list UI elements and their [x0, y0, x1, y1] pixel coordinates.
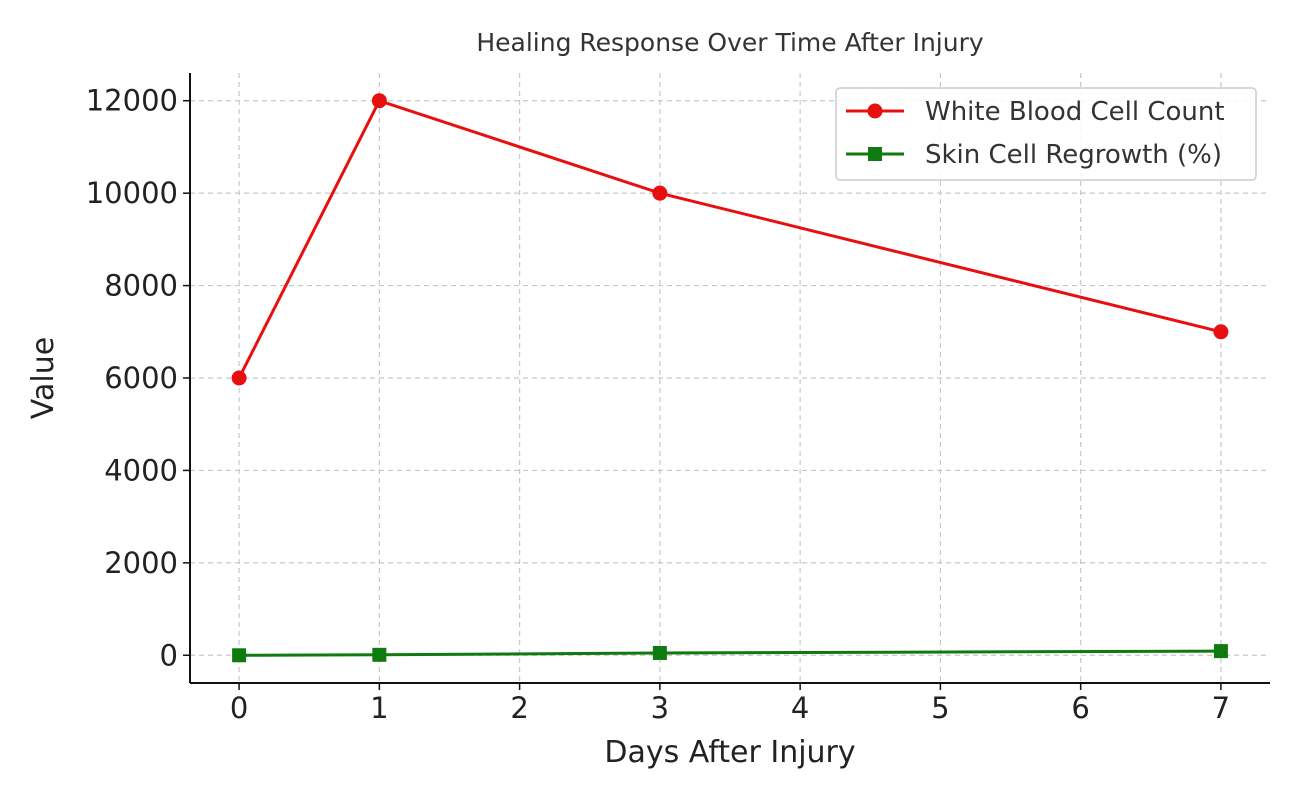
x-tick-label: 3 — [651, 691, 669, 725]
series-1 — [232, 644, 1228, 663]
x-tick-label: 1 — [370, 691, 388, 725]
data-point — [652, 645, 667, 660]
x-tick-label: 4 — [791, 691, 809, 725]
y-tick-label: 4000 — [104, 453, 178, 487]
data-point — [371, 93, 387, 109]
y-axis-title: Value — [26, 337, 61, 419]
legend-label: White Blood Cell Count — [925, 97, 1225, 127]
data-point — [1213, 644, 1228, 659]
data-point — [232, 648, 247, 663]
x-axis-title: Days After Injury — [604, 735, 855, 770]
legend-items: White Blood Cell Count Skin Cell Regrowth… — [846, 97, 1225, 170]
legend-item: White Blood Cell Count — [846, 97, 1225, 127]
y-tick-label: 0 — [160, 638, 178, 672]
data-point — [652, 185, 668, 201]
series-line — [237, 99, 1223, 380]
legend-swatch-marker — [868, 147, 882, 161]
legend-box — [835, 87, 1257, 181]
x-tick-label: 2 — [510, 691, 528, 725]
data-point — [372, 647, 387, 662]
x-tick-label: 0 — [230, 691, 248, 725]
x-tick-label: 6 — [1071, 691, 1089, 725]
chart-title: Healing Response Over Time After Injury — [476, 28, 984, 57]
y-tick-label: 10000 — [86, 176, 178, 210]
legend-label: Skin Cell Regrowth (%) — [925, 140, 1222, 170]
legend-item: Skin Cell Regrowth (%) — [846, 140, 1222, 170]
data-point — [231, 370, 247, 386]
series-layer — [231, 93, 1229, 663]
x-tick-label: 5 — [931, 691, 949, 725]
series-0 — [231, 93, 1229, 386]
legend-swatch-marker — [867, 103, 883, 119]
y-tick-label: 12000 — [86, 84, 178, 118]
y-tick-label: 6000 — [104, 361, 178, 395]
y-tick-label: 8000 — [104, 269, 178, 303]
data-point — [1213, 324, 1229, 340]
ticks-layer: 0 1 2 3 4 5 6 7 0 2000 4000 6000 8000 10000 12000 — [86, 84, 1230, 725]
legend: White Blood Cell Count Skin Cell Regrowth… — [835, 87, 1257, 181]
y-tick-label: 2000 — [104, 546, 178, 580]
x-tick-label: 7 — [1212, 691, 1230, 725]
series-line — [237, 649, 1223, 657]
